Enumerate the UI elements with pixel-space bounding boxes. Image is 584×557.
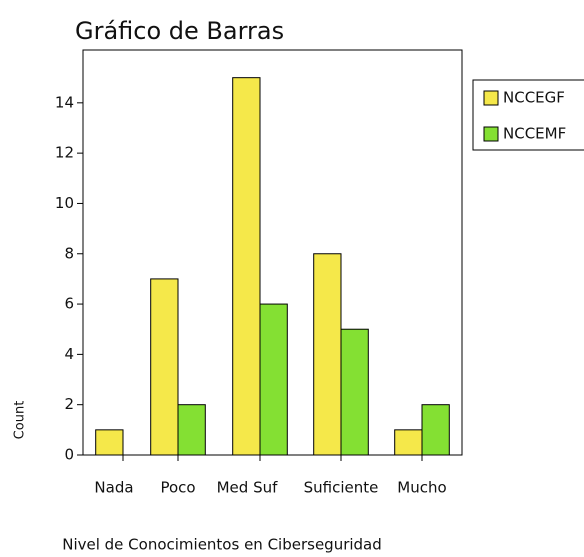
x-tick-label: Med Suf	[217, 479, 278, 497]
y-tick-label: 0	[64, 446, 74, 464]
x-tick-label: Poco	[160, 479, 195, 497]
legend-frame	[472, 79, 584, 151]
bar	[394, 429, 423, 456]
bar	[177, 404, 206, 456]
y-tick-label: 2	[64, 395, 74, 413]
bar	[313, 253, 342, 456]
y-tick-label: 12	[55, 144, 74, 162]
x-axis-label: Nivel de Conocimientos en Ciberseguridad	[62, 536, 382, 554]
y-tick-label: 4	[64, 345, 74, 363]
y-tick-label: 8	[64, 244, 74, 262]
legend-swatch	[483, 126, 499, 142]
y-tick-label: 10	[55, 194, 74, 212]
legend-label: NCCEGF	[503, 89, 565, 107]
y-tick-label: 14	[55, 93, 74, 111]
y-tick-label: 6	[64, 295, 74, 313]
y-axis-label: Count	[13, 401, 28, 440]
bar	[259, 303, 288, 456]
bar	[232, 77, 261, 456]
x-tick-label: Suficiente	[304, 479, 379, 497]
bar	[340, 328, 369, 456]
chart-title: Gráfico de Barras	[75, 17, 284, 45]
bar	[150, 278, 179, 456]
bar	[421, 404, 450, 456]
legend-label: NCCEMF	[503, 125, 566, 143]
legend-swatch	[483, 90, 499, 106]
x-tick-label: Nada	[94, 479, 133, 497]
bar	[95, 429, 124, 456]
x-tick-label: Mucho	[397, 479, 446, 497]
